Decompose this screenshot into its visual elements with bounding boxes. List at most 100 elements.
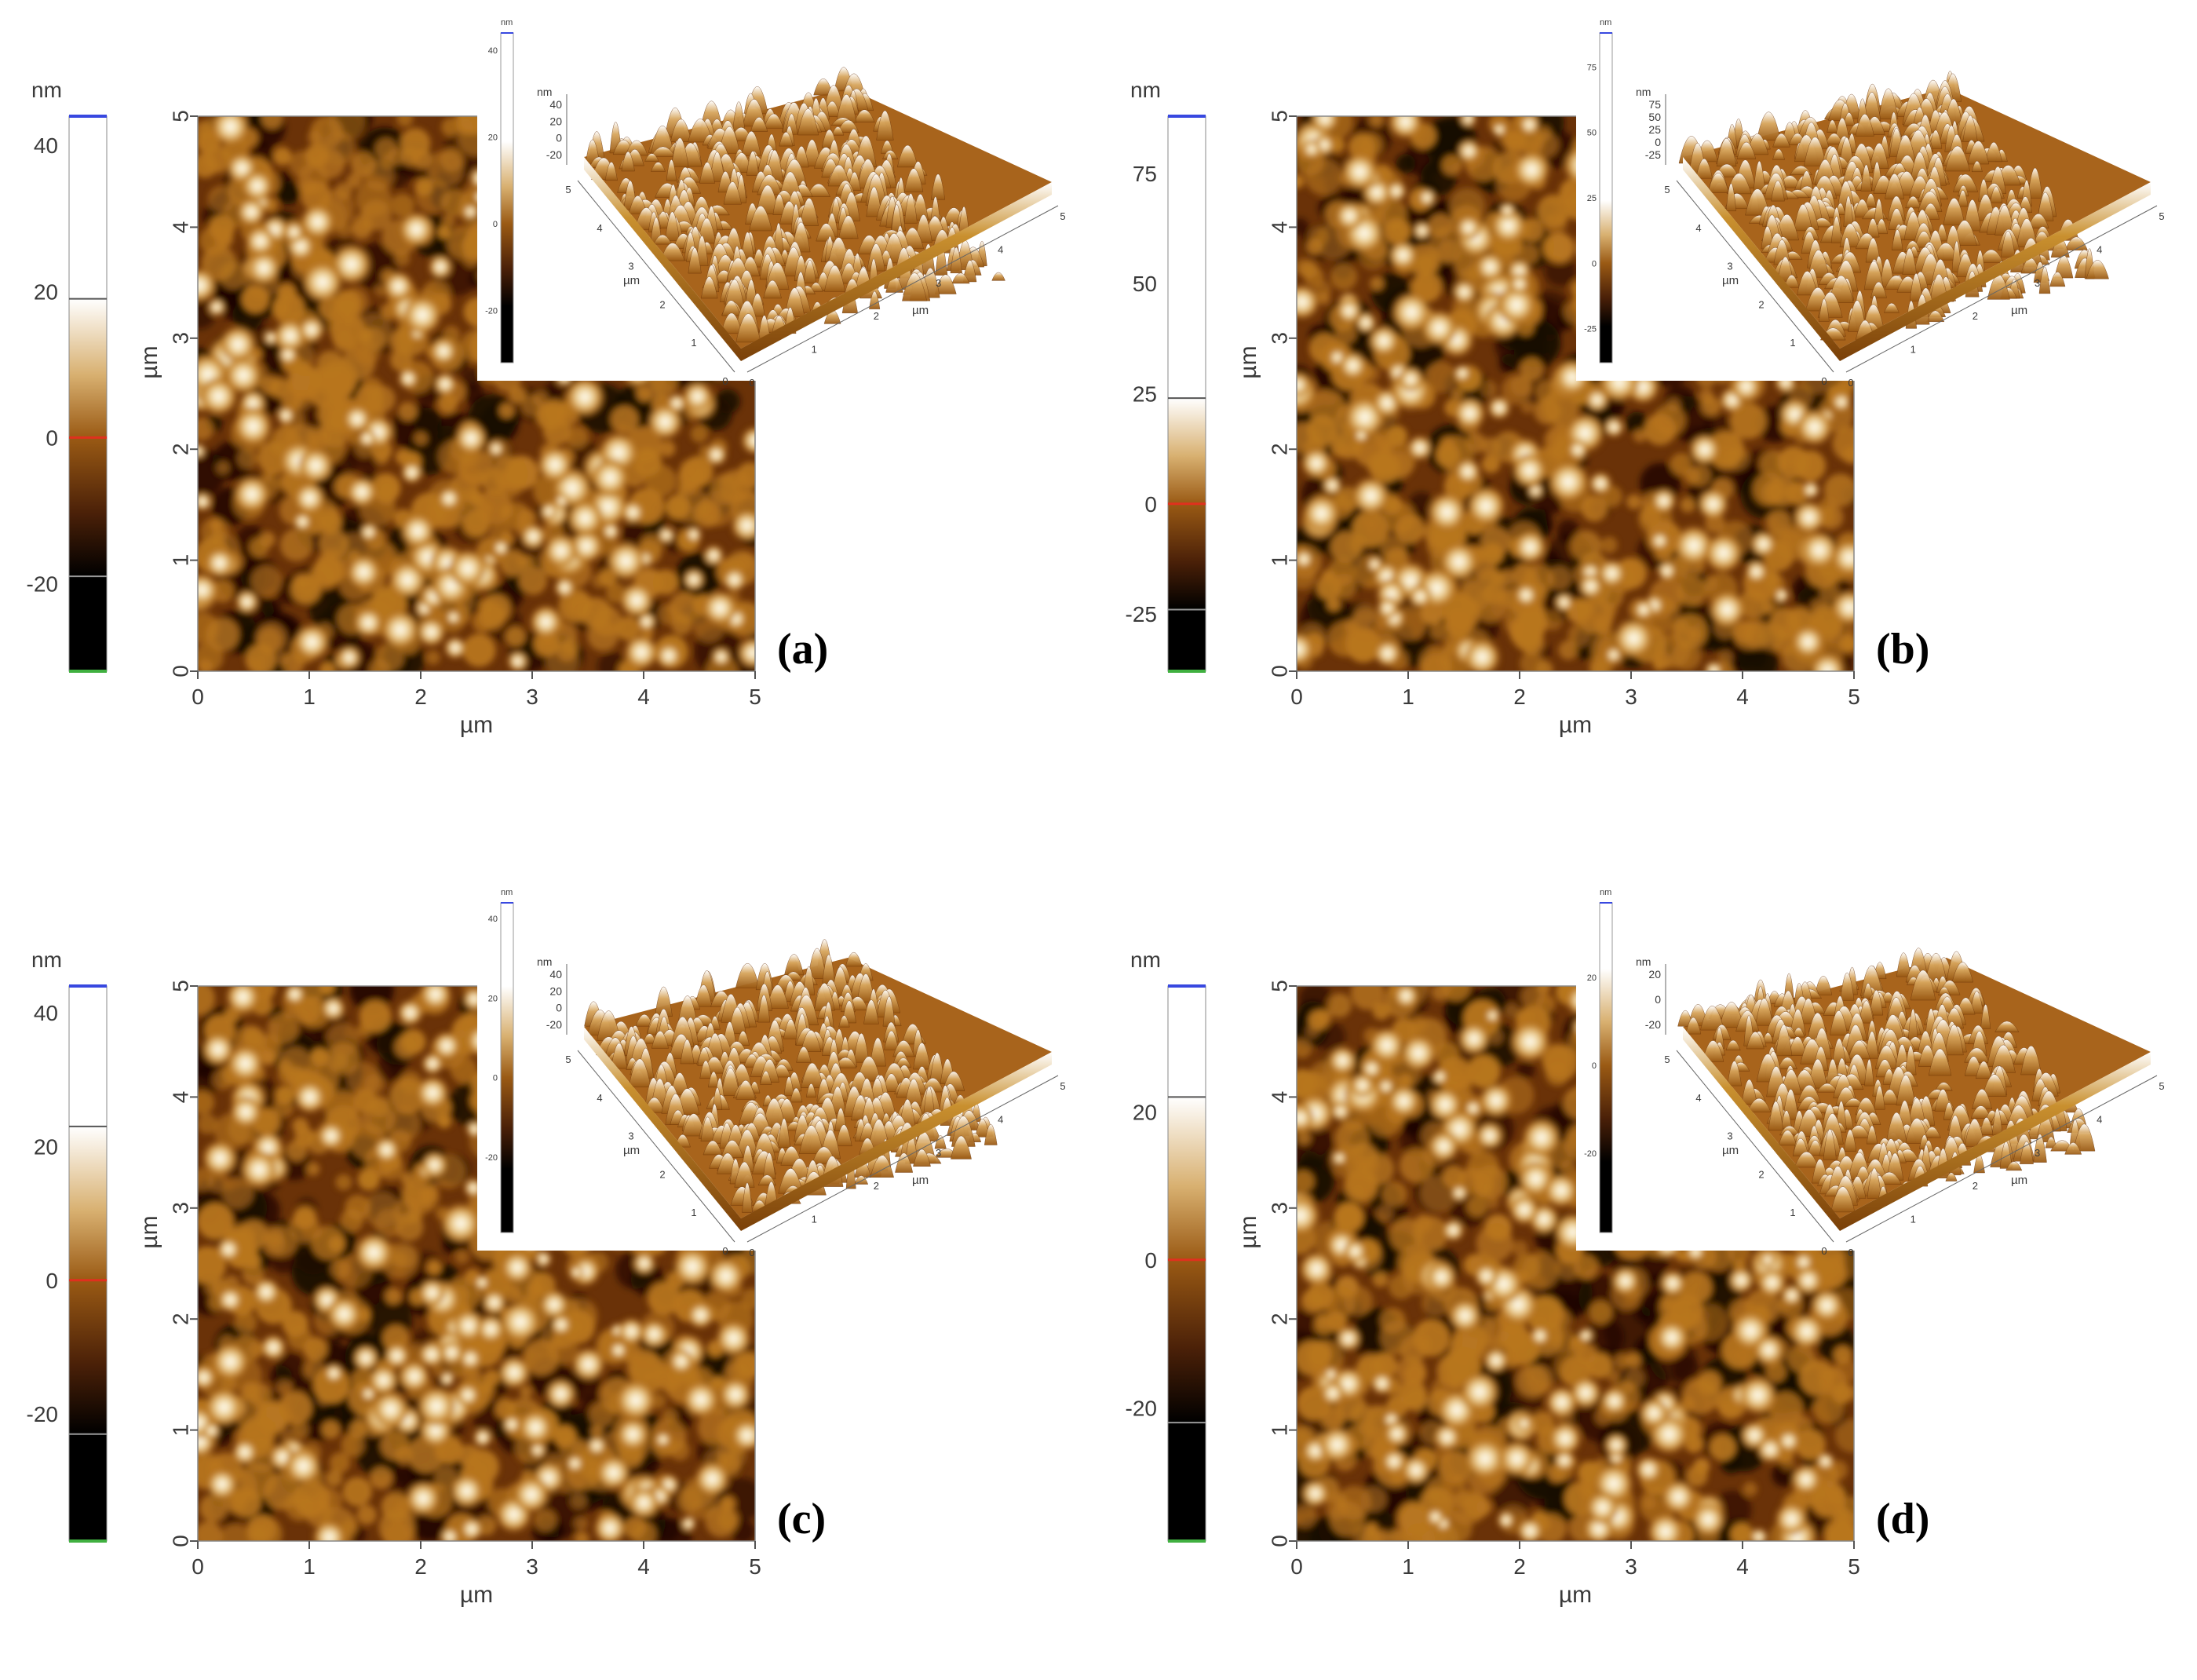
- inset-y-tick: 3: [1727, 261, 1732, 272]
- inset-x-tick: 1: [812, 1214, 817, 1225]
- inset-x-unit: µm: [912, 304, 929, 317]
- y-tick-label: 1: [168, 1424, 192, 1437]
- x-tick-label: 2: [414, 1554, 427, 1579]
- inset-x-unit: µm: [2011, 304, 2027, 317]
- inset-z-tick: -20: [546, 1018, 562, 1031]
- inset-x-tick: 3: [2035, 1147, 2040, 1159]
- y-axis-unit: µm: [137, 345, 162, 378]
- inset-z-tick: 20: [549, 115, 562, 127]
- inset-y-tick: 4: [597, 1092, 602, 1104]
- x-tick-label: 5: [1848, 685, 1860, 709]
- y-tick-label: 1: [1267, 1424, 1291, 1437]
- inset-y-axis: [577, 1050, 735, 1243]
- surface-side-left: [584, 1027, 741, 1231]
- inset-y-tick: 1: [691, 1207, 696, 1218]
- colorbar-gradient: [1167, 985, 1206, 1542]
- y-tick-label: 1: [168, 554, 192, 567]
- y-tick-label: 5: [1267, 110, 1291, 122]
- map-axes: 0 1 2 3 4 5 0 1 2 3 4 5 µm µm: [137, 980, 761, 1608]
- afm-panel-c: nm 40 20 0 -20 0 1 2 3 4 5 0 1 2 3 4 5 µm µm nm 40 20 0 -20 nm 40…: [0, 870, 1099, 1680]
- x-axis-unit: µm: [460, 712, 493, 738]
- inset-colorbar-tick: -20: [485, 307, 498, 316]
- colorbar-tick-label: 25: [1133, 382, 1157, 407]
- map-axes: 0 1 2 3 4 5 0 1 2 3 4 5 µm µm: [1235, 980, 1860, 1608]
- y-tick-label: 3: [1267, 1202, 1291, 1214]
- colorbar-tick-label: 20: [1133, 1100, 1157, 1124]
- inset-x-axis: [1845, 205, 2158, 373]
- x-tick-label: 3: [1625, 685, 1637, 709]
- inset-z-tick: -20: [546, 148, 562, 161]
- y-tick-label: 0: [168, 665, 192, 677]
- x-axis-unit: µm: [1559, 1582, 1592, 1608]
- panel-tag: (b): [1876, 625, 1929, 674]
- inset-colorbar-tick: 0: [493, 220, 498, 229]
- inset-x-axis: [746, 205, 1059, 373]
- x-tick-label: 5: [749, 685, 761, 709]
- inset-z-tick: 0: [556, 1002, 562, 1014]
- inset-x-tick: 3: [2035, 277, 2040, 289]
- inset-surface: [584, 939, 1052, 1231]
- inset-x-tick: 0: [1848, 377, 1853, 389]
- inset-colorbar: [500, 32, 514, 363]
- inset-colorbar-tick: -25: [1584, 325, 1597, 334]
- surface-side-right: [741, 1052, 1052, 1231]
- colorbar-tick-label: 20: [34, 279, 58, 304]
- inset-colorbar-tick: 40: [488, 915, 498, 924]
- inset-surface: [1678, 71, 2151, 361]
- inset-y-tick: 2: [659, 1168, 665, 1180]
- colorbar: nm 75 50 25 0 -25: [1126, 78, 1206, 673]
- y-tick-label: 5: [168, 110, 192, 122]
- y-tick-label: 5: [168, 980, 192, 992]
- inset-y-tick: 1: [1790, 337, 1795, 349]
- x-tick-label: 4: [1736, 685, 1749, 709]
- inset-x-tick: 4: [998, 1113, 1003, 1125]
- colorbar-tick-label: 0: [1144, 492, 1157, 517]
- x-tick-label: 3: [526, 1554, 538, 1579]
- y-tick-label: 5: [1267, 980, 1291, 992]
- inset-x-axis: [1845, 1075, 2158, 1243]
- inset-y-tick: 4: [1695, 222, 1701, 234]
- inset-colorbar-unit: nm: [1600, 888, 1611, 897]
- x-tick-label: 2: [1513, 1554, 1526, 1579]
- surface-side-left: [1683, 1027, 1840, 1231]
- inset-x-tick: 3: [936, 277, 941, 289]
- x-tick-label: 0: [192, 1554, 204, 1579]
- x-tick-label: 5: [749, 1554, 761, 1579]
- colorbar-unit: nm: [31, 78, 62, 102]
- x-tick-label: 3: [526, 685, 538, 709]
- inset-x-tick: 5: [1060, 1080, 1065, 1092]
- inset-x-tick: 4: [2097, 1113, 2102, 1125]
- surface-side-right: [1840, 1052, 2151, 1231]
- y-tick-label: 2: [1267, 1313, 1291, 1325]
- inset-z-tick: -20: [1645, 1018, 1661, 1031]
- x-tick-label: 1: [1402, 685, 1414, 709]
- x-axis-unit: µm: [1559, 712, 1592, 738]
- colorbar-tick-label: 0: [46, 425, 58, 450]
- inset-y-tick: 3: [1727, 1130, 1732, 1142]
- y-tick-label: 4: [1267, 1091, 1291, 1104]
- inset-y-tick: 5: [565, 184, 571, 195]
- inset-z-tick: -25: [1645, 148, 1661, 161]
- inset-x-axis: [746, 1075, 1059, 1243]
- colorbar-tick-label: -20: [1126, 1396, 1157, 1420]
- x-tick-label: 0: [192, 685, 204, 709]
- inset-colorbar-unit: nm: [501, 888, 513, 897]
- panel-tag: (a): [777, 625, 828, 674]
- panel-tag: (c): [777, 1495, 826, 1543]
- inset-y-unit: µm: [623, 1144, 640, 1157]
- map-frame: [197, 115, 756, 672]
- inset-x-tick: 5: [2159, 210, 2164, 222]
- x-tick-label: 5: [1848, 1554, 1860, 1579]
- inset-z-tick: 0: [1655, 993, 1661, 1006]
- inset-y-tick: 2: [1758, 298, 1764, 310]
- inset-y-tick: 5: [1664, 184, 1670, 195]
